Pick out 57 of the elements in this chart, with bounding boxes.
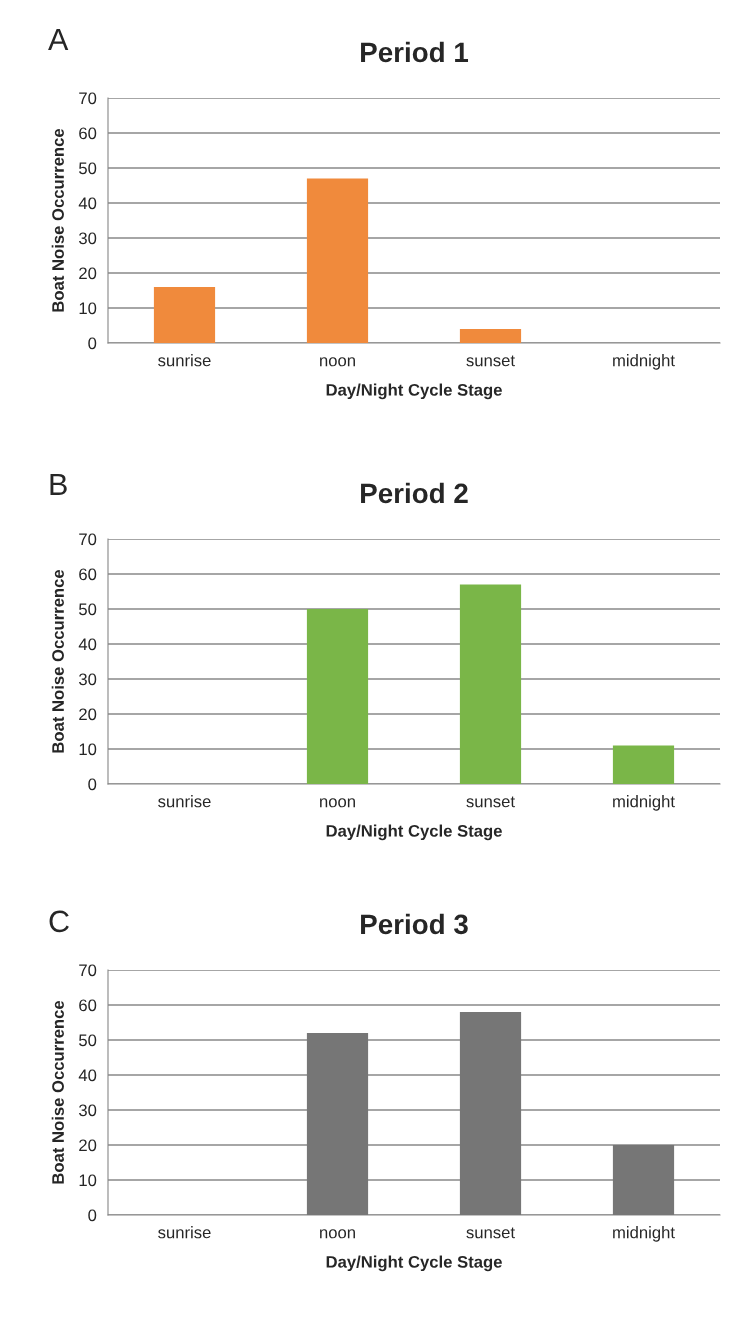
x-tick-label: midnight xyxy=(613,1226,675,1242)
y-tick-label: 20 xyxy=(79,267,97,280)
y-tick-label: 60 xyxy=(79,568,97,581)
y-tick-label: 60 xyxy=(79,999,97,1012)
text: A xyxy=(48,28,69,50)
x-tick-label: sunrise xyxy=(158,795,211,808)
x-tick-label: sunset xyxy=(466,355,515,367)
y-tick-label: 30 xyxy=(78,673,97,686)
y-tick-label: 70 xyxy=(79,964,97,977)
y-tick-label: 0 xyxy=(88,1209,97,1222)
bar xyxy=(612,745,675,784)
y-tick-label: 0 xyxy=(88,337,97,350)
y-tick-label: 40 xyxy=(78,1069,97,1082)
bar xyxy=(306,178,369,343)
y-tick-label: 70 xyxy=(79,533,97,546)
bar xyxy=(459,584,522,784)
x-tick-label: midnight xyxy=(613,795,675,811)
y-tick-label: 20 xyxy=(79,708,97,721)
x-tick-label: noon xyxy=(320,798,355,808)
bar xyxy=(612,1145,675,1215)
chart-title: Period 1 xyxy=(361,41,469,63)
y-axis-title: Boat Noise Occurrence xyxy=(51,128,64,312)
text: C xyxy=(49,910,69,933)
x-tick-label: sunrise xyxy=(158,1226,211,1239)
y-tick-label: 40 xyxy=(78,197,97,210)
x-tick-label: sunrise xyxy=(158,354,211,367)
y-tick-label: 30 xyxy=(78,1104,97,1117)
y-tick-label: 50 xyxy=(79,162,97,175)
bar xyxy=(306,609,369,784)
bar xyxy=(153,287,216,343)
chart-title: Period 2 xyxy=(361,482,468,504)
x-tick-label: noon xyxy=(320,357,355,367)
y-tick-label: 10 xyxy=(79,302,97,315)
y-tick-label: 70 xyxy=(79,92,97,105)
bar xyxy=(459,329,522,343)
y-axis-title: Boat Noise Occurrence xyxy=(51,1000,64,1184)
text: B xyxy=(50,473,67,495)
x-axis-title: Day/Night Cycle Stage xyxy=(326,383,502,400)
x-tick-label: midnight xyxy=(613,354,675,370)
y-tick-label: 40 xyxy=(78,638,97,651)
y-axis-title: Boat Noise Occurrence xyxy=(51,569,64,753)
y-tick-label: 10 xyxy=(79,743,97,756)
x-axis-title: Day/Night Cycle Stage xyxy=(326,824,502,841)
y-tick-label: 60 xyxy=(79,127,97,140)
x-tick-label: sunset xyxy=(466,796,515,808)
x-tick-label: noon xyxy=(320,1229,355,1239)
y-tick-label: 50 xyxy=(79,1034,97,1047)
x-tick-label: sunset xyxy=(466,1227,515,1239)
bar xyxy=(459,1012,522,1215)
y-tick-label: 0 xyxy=(88,778,97,791)
x-axis-title: Day/Night Cycle Stage xyxy=(326,1255,502,1272)
y-tick-label: 10 xyxy=(79,1174,97,1187)
y-tick-label: 50 xyxy=(79,603,97,616)
y-tick-label: 30 xyxy=(78,232,97,245)
y-tick-label: 20 xyxy=(79,1139,97,1152)
chart-title: Period 3 xyxy=(361,913,468,935)
bar xyxy=(306,1033,369,1215)
